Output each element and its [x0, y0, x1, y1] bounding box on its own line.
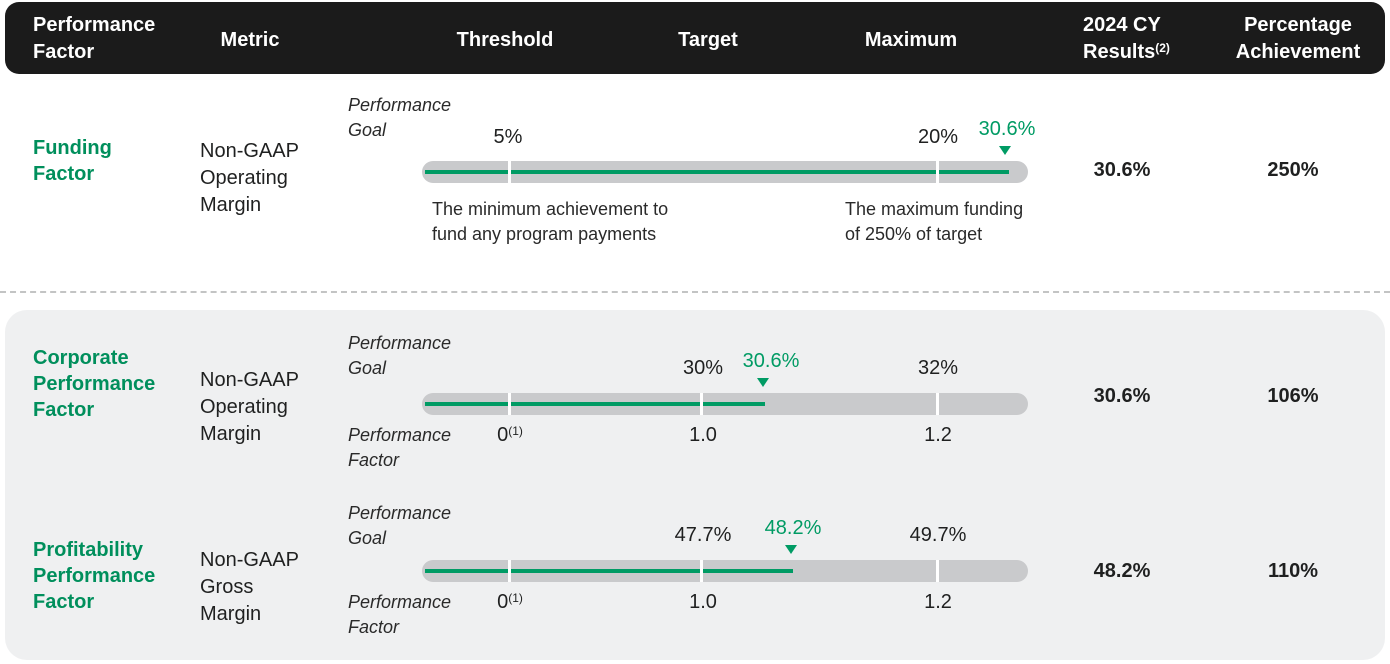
zero-footnote: (1) [508, 591, 523, 605]
gauge-bar [422, 560, 1028, 582]
table-header: Performance Factor Metric Threshold Targ… [5, 2, 1385, 74]
factor-scale-max: 1.2 [924, 424, 952, 446]
target-value-label: 47.7% [674, 524, 732, 546]
threshold-tick [508, 161, 511, 183]
column-percentage-achievement: Percentage Achievement [1235, 14, 1361, 63]
scale-title-performance-factor: Performance Factor [348, 592, 452, 638]
section-divider [0, 291, 1390, 293]
row-factor-title: Profitability Performance Factor [33, 539, 156, 613]
cy-results-value: 30.6% [1093, 385, 1151, 407]
results-header-footnote: (2) [1155, 41, 1170, 55]
maximum-value-label: 49.7% [909, 524, 967, 546]
gauge-fill [425, 402, 765, 406]
maximum-value-label: 20% [917, 126, 959, 148]
maximum-tick [936, 560, 939, 582]
column-metric: Metric [220, 29, 280, 51]
factor-scale-max: 1.2 [924, 591, 952, 613]
column-maximum: Maximum [864, 29, 958, 51]
zero-footnote: (1) [508, 424, 523, 438]
maximum-tick [936, 161, 939, 183]
factor-scale-zero: 0(1) [497, 591, 523, 614]
results-header-line1: 2024 CY [1083, 14, 1161, 36]
row-factor-title: Funding Factor [33, 137, 112, 185]
result-marker-label: 48.2% [764, 517, 822, 539]
scale-title-performance-goal: Performance Goal [348, 333, 452, 379]
factor-scale-zero: 0(1) [497, 424, 523, 447]
percentage-achievement-value: 250% [1267, 159, 1319, 181]
results-header-line2: Results [1083, 41, 1156, 63]
factor-scale-target: 1.0 [689, 424, 717, 446]
result-marker-label: 30.6% [978, 118, 1036, 140]
gauge-fill [425, 170, 1009, 174]
zero-value: 0 [497, 591, 509, 613]
percentage-achievement-value: 110% [1267, 560, 1319, 582]
column-performance-factor: Performance Factor [33, 14, 156, 63]
cy-results-value: 48.2% [1093, 560, 1151, 582]
result-marker-label: 30.6% [742, 350, 800, 372]
column-2024-cy-results: 2024 CY Results(2) [1083, 12, 1170, 66]
result-marker-icon [999, 146, 1011, 155]
zero-tick [508, 393, 511, 415]
row-metric: Non-GAAP Operating Margin [200, 369, 299, 445]
gauge-bar [422, 393, 1028, 415]
zero-value: 0 [497, 424, 509, 446]
zero-tick [508, 560, 511, 582]
gauge-bar [422, 161, 1028, 183]
row-metric: Non-GAAP Operating Margin [200, 140, 299, 216]
factor-scale-target: 1.0 [689, 591, 717, 613]
result-marker-icon [757, 378, 769, 387]
row-factor-title: Corporate Performance Factor [33, 347, 156, 421]
performance-factors-panel [5, 310, 1385, 660]
maximum-note: The maximum funding of 250% of target [845, 199, 1024, 245]
threshold-value-label: 5% [493, 126, 523, 148]
percentage-achievement-value: 106% [1267, 385, 1319, 407]
target-tick [700, 393, 703, 415]
target-value-label: 30% [682, 357, 724, 379]
result-marker-icon [785, 545, 797, 554]
cy-results-value: 30.6% [1093, 159, 1151, 181]
maximum-value-label: 32% [917, 357, 959, 379]
maximum-tick [936, 393, 939, 415]
scale-title-performance-goal: Performance Goal [348, 503, 452, 549]
scale-title-performance-goal: Performance Goal [348, 95, 452, 141]
scale-title-performance-factor: Performance Factor [348, 425, 452, 471]
row-metric: Non-GAAP Gross Margin [200, 549, 299, 625]
gauge-fill [425, 569, 793, 573]
target-tick [700, 560, 703, 582]
column-target: Target [678, 29, 738, 51]
column-threshold: Threshold [456, 29, 554, 51]
threshold-note: The minimum achievement to fund any prog… [432, 199, 669, 245]
